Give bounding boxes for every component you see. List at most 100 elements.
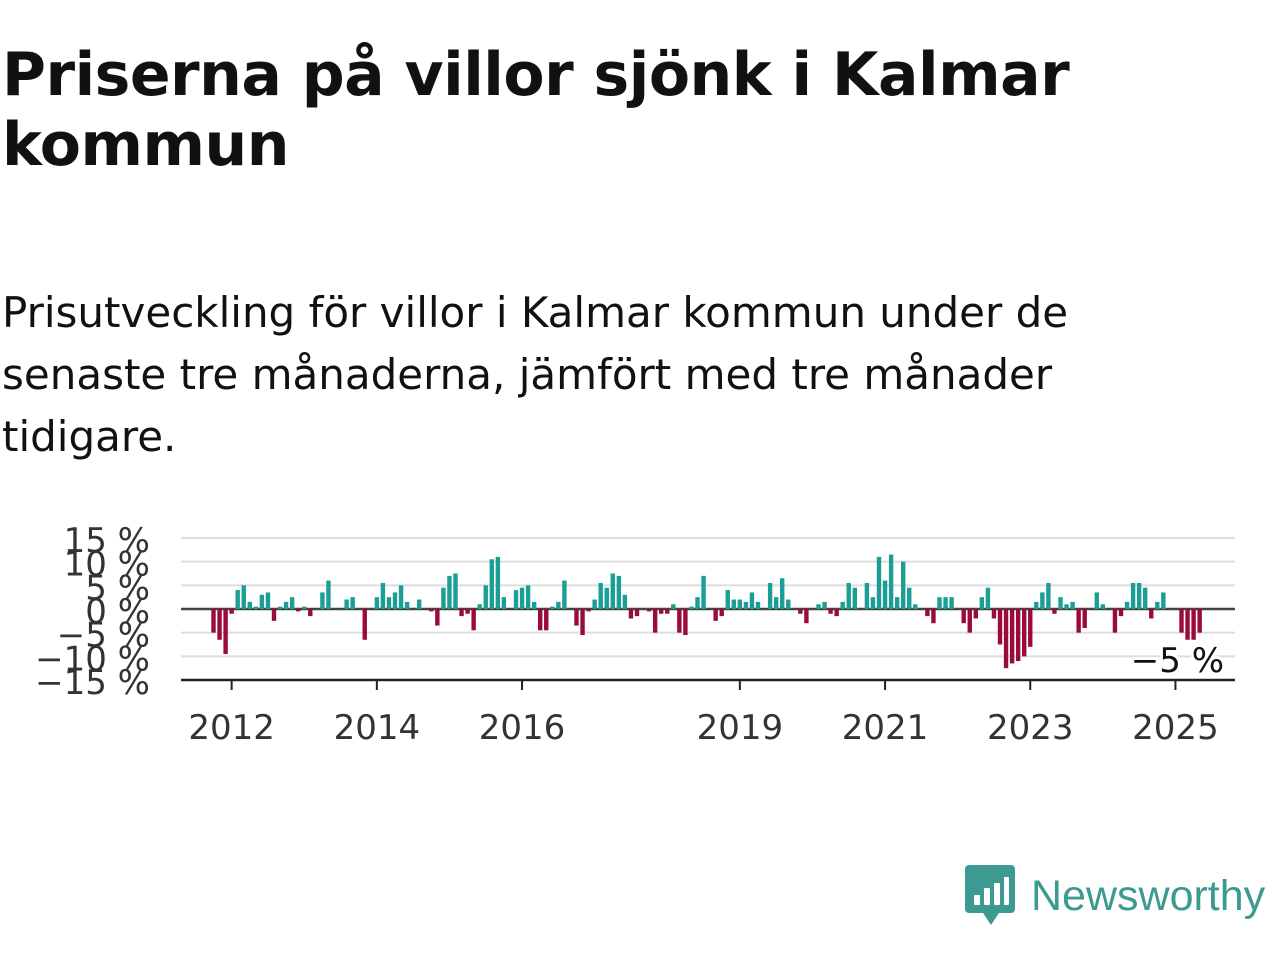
bar [1046, 582, 1051, 609]
bar [840, 601, 845, 609]
bar [1034, 601, 1039, 609]
bar [435, 609, 440, 626]
brand-name: Newsworthy [1031, 871, 1266, 920]
bar [562, 580, 567, 609]
x-tick-label: 2025 [1132, 708, 1219, 748]
bar [1094, 592, 1099, 609]
bar [1082, 609, 1087, 628]
bar [477, 604, 482, 609]
bar [1136, 582, 1142, 609]
y-tick-label: −10 % [35, 639, 150, 679]
bar [937, 597, 942, 609]
bar [253, 606, 259, 609]
bar [229, 609, 234, 614]
bar [616, 575, 622, 609]
bar [967, 609, 972, 633]
bar [574, 609, 579, 626]
bar [767, 582, 773, 609]
bar [1015, 609, 1021, 662]
bar [1040, 592, 1045, 609]
bar [592, 599, 597, 609]
bar [743, 601, 749, 609]
bar [441, 587, 446, 609]
bar [519, 587, 525, 609]
x-tick-label: 2016 [479, 708, 566, 748]
bar [907, 587, 912, 609]
bar [731, 599, 736, 609]
bar [404, 601, 410, 609]
bar [683, 609, 688, 636]
bar [816, 604, 821, 609]
bar [828, 609, 833, 614]
x-tick-label: 2021 [842, 708, 929, 748]
bar [888, 554, 894, 609]
bar [1058, 597, 1063, 609]
bar [1028, 609, 1033, 647]
bar [665, 609, 670, 614]
bar [646, 609, 652, 612]
x-axis: 2012 2014 2016 2019 2021 2023 2025 [181, 678, 1235, 748]
bar [659, 609, 664, 614]
bar [1124, 601, 1130, 609]
bar [1052, 609, 1057, 614]
bar [259, 594, 265, 609]
bar [991, 609, 997, 619]
bar [1003, 609, 1009, 669]
bar [701, 575, 706, 609]
bar [283, 601, 289, 609]
bar [538, 609, 543, 631]
bar [894, 597, 900, 609]
bar [864, 582, 870, 609]
bar [1197, 609, 1202, 633]
bar [471, 609, 476, 631]
bar [846, 582, 851, 609]
bar [695, 597, 700, 609]
bar [525, 585, 531, 609]
bar [386, 597, 392, 609]
bar [1179, 609, 1184, 633]
bar [1064, 604, 1069, 609]
bar [223, 609, 228, 654]
bar [719, 609, 724, 617]
bar [773, 597, 779, 609]
bar [308, 609, 313, 617]
bar [652, 609, 658, 633]
x-tick-label: 2014 [334, 708, 421, 748]
bar [271, 609, 277, 621]
bar [949, 597, 954, 609]
bar [1130, 582, 1136, 609]
bar [247, 601, 252, 609]
bar [1022, 609, 1027, 657]
y-tick-label: 5 % [85, 568, 150, 608]
bar [501, 597, 507, 609]
bar [556, 601, 561, 609]
bar [822, 601, 827, 609]
bar [380, 582, 386, 609]
newsworthy-logo-icon [965, 865, 1015, 925]
bar [804, 609, 809, 624]
bar [961, 609, 966, 624]
bar [265, 592, 271, 609]
bar [634, 609, 640, 617]
bar [913, 604, 918, 609]
bar [725, 590, 730, 609]
bar [350, 597, 355, 609]
bar [755, 601, 761, 609]
bar [489, 559, 494, 609]
bar [211, 609, 216, 633]
bar [241, 585, 246, 609]
bar [392, 592, 398, 609]
bar [326, 580, 331, 609]
bar [1191, 609, 1196, 640]
bar [465, 609, 470, 614]
bar [689, 606, 694, 609]
bar [417, 599, 422, 609]
bar [1076, 609, 1081, 633]
bar [677, 609, 682, 633]
bar [362, 609, 367, 640]
bar [780, 578, 785, 609]
y-tick-label: −5 % [57, 616, 150, 656]
bar [277, 606, 283, 609]
bar [1143, 587, 1148, 609]
bar [495, 556, 501, 609]
